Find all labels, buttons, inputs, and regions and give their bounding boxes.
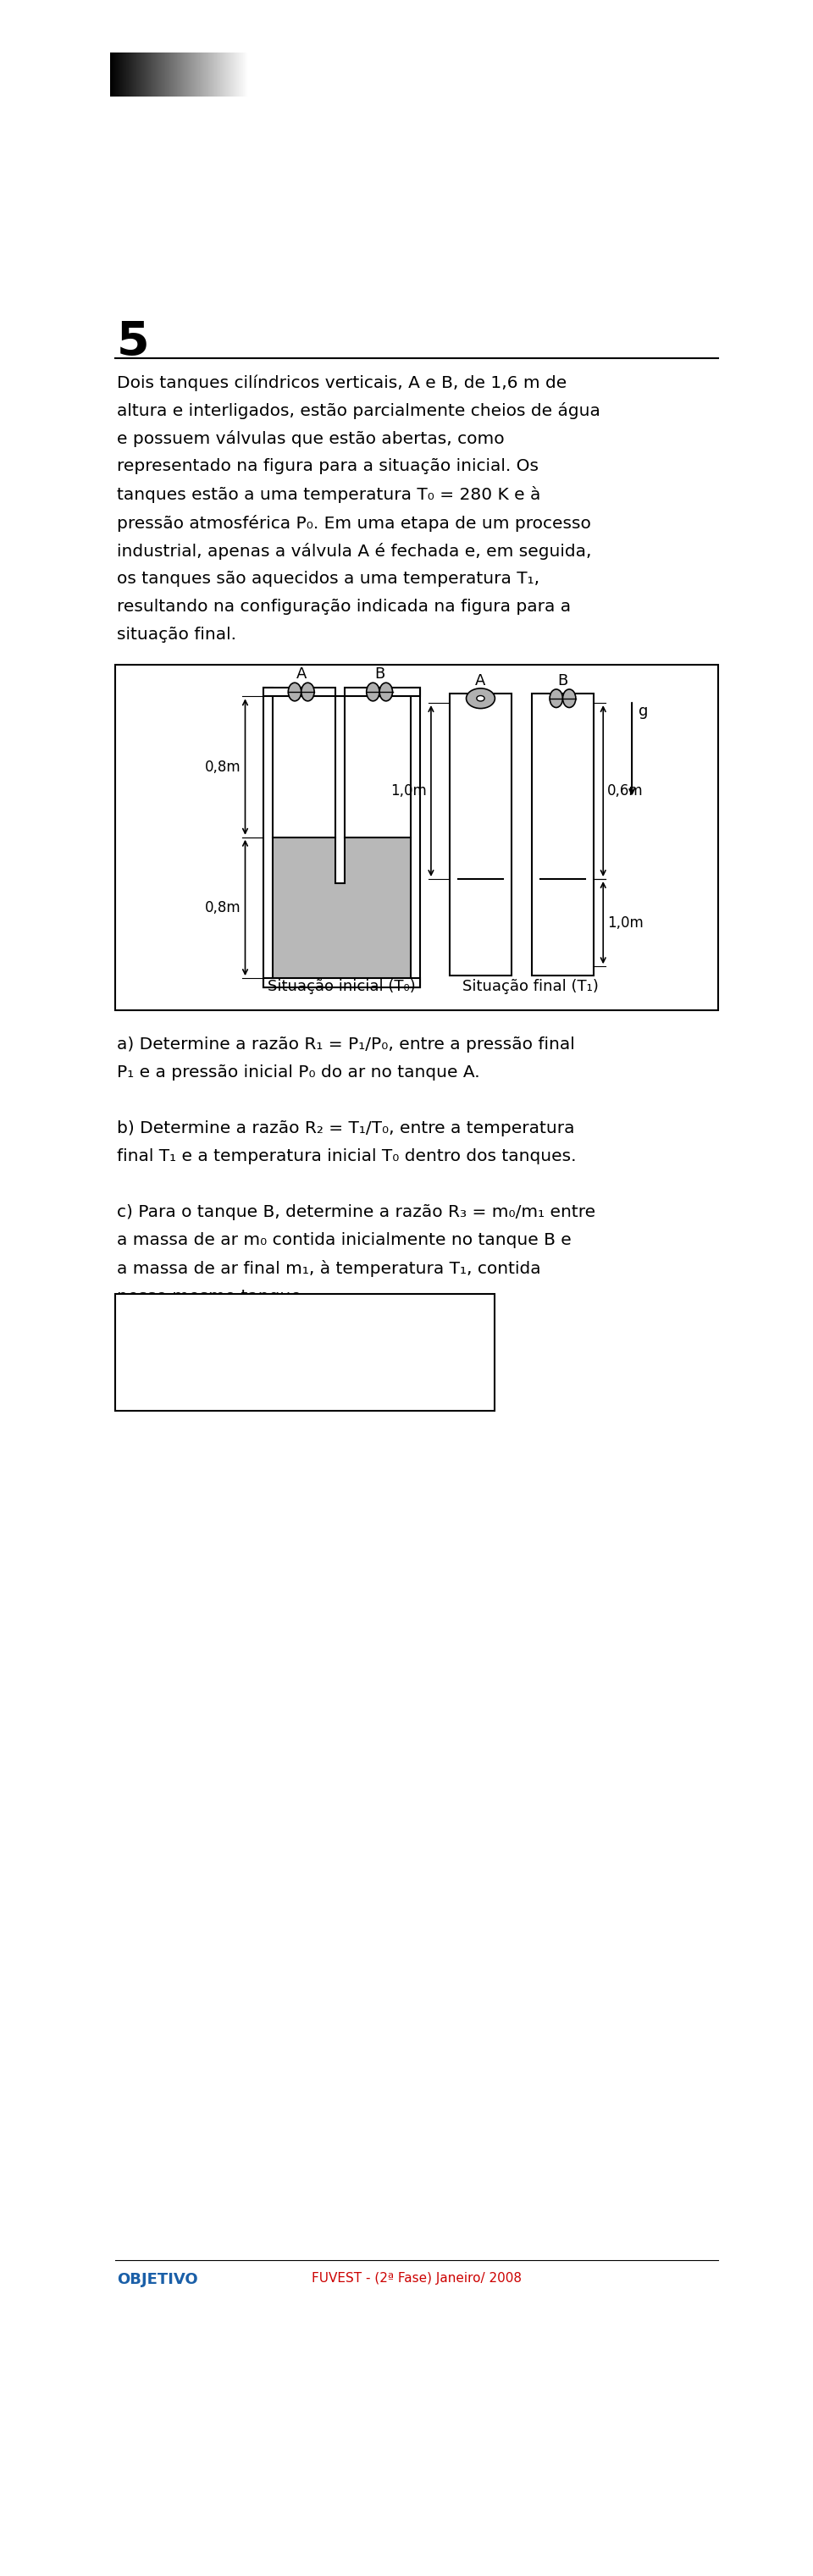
Text: final T₁ e a temperatura inicial T₀ dentro dos tanques.: final T₁ e a temperatura inicial T₀ dent… (117, 1149, 576, 1164)
Bar (272, 837, 335, 979)
Text: Situação final (T₁): Situação final (T₁) (462, 979, 598, 994)
Bar (450, 693, 512, 976)
Text: FUVEST - (2ª Fase) Janeiro/ 2008: FUVEST - (2ª Fase) Janeiro/ 2008 (311, 2272, 522, 2285)
Text: 2: 2 (308, 1376, 315, 1386)
Text: 5: 5 (268, 1376, 276, 1386)
Text: Dois tanques cilíndricos verticais, A e B, de 1,6 m de: Dois tanques cilíndricos verticais, A e … (117, 374, 567, 392)
Ellipse shape (367, 683, 380, 701)
Ellipse shape (466, 688, 495, 708)
Bar (115, 665, 718, 1010)
Text: pV = n R T: pV = n R T (124, 1329, 215, 1345)
Text: a massa de ar m₀ contida inicialmente no tanque B e: a massa de ar m₀ contida inicialmente no… (117, 1231, 572, 1249)
Ellipse shape (302, 683, 315, 701)
Text: Situação inicial (T₀): Situação inicial (T₀) (267, 979, 415, 994)
Text: ΔP = ρ . g ΔH: ΔP = ρ . g ΔH (124, 1355, 238, 1373)
Bar (335, 696, 344, 884)
Ellipse shape (476, 696, 485, 701)
Text: a massa de ar final m₁, à temperatura T₁, contida: a massa de ar final m₁, à temperatura T₁… (117, 1260, 541, 1278)
Bar (272, 884, 411, 979)
Bar (411, 688, 420, 987)
Ellipse shape (550, 690, 563, 708)
Text: atmosférica: atmosférica (133, 1383, 199, 1394)
Bar (263, 688, 335, 696)
Text: P₁ e a pressão inicial P₀ do ar no tanque A.: P₁ e a pressão inicial P₀ do ar no tanqu… (117, 1064, 480, 1079)
Text: N/m: N/m (276, 1381, 316, 1396)
Text: 1,0m: 1,0m (607, 914, 643, 930)
Text: ≡ 1,0 . 10: ≡ 1,0 . 10 (195, 1381, 285, 1396)
Text: resultando na configuração indicada na figura para a: resultando na configuração indicada na f… (117, 598, 571, 616)
Text: NOTE E ADOTE:: NOTE E ADOTE: (124, 1301, 271, 1316)
Text: 5: 5 (117, 319, 150, 366)
Bar (459, 860, 502, 966)
Text: g: g (638, 703, 648, 719)
Text: altura e interligados, estão parcialmente cheios de água: altura e interligados, estão parcialment… (117, 402, 600, 420)
Bar (263, 688, 272, 987)
Text: representado na figura para a situação inicial. Os: representado na figura para a situação i… (117, 459, 538, 474)
Text: industrial, apenas a válvula A é fechada e, em seguida,: industrial, apenas a válvula A é fechada… (117, 544, 591, 559)
Text: A: A (476, 672, 486, 688)
Text: 0,6m: 0,6m (607, 783, 643, 799)
Ellipse shape (288, 683, 302, 701)
Text: os tanques são aquecidos a uma temperatura T₁,: os tanques são aquecidos a uma temperatu… (117, 572, 539, 587)
Text: B: B (558, 672, 568, 688)
Text: a) Determine a razão R₁ = P₁/P₀, entre a pressão final: a) Determine a razão R₁ = P₁/P₀, entre a… (117, 1036, 575, 1051)
Bar (263, 979, 420, 987)
Text: B: B (374, 667, 385, 683)
Bar (532, 693, 594, 976)
Ellipse shape (563, 690, 576, 708)
Text: e possuem válvulas que estão abertas, como: e possuem válvulas que estão abertas, co… (117, 430, 504, 448)
Text: 0,8m: 0,8m (205, 760, 241, 775)
Ellipse shape (380, 683, 393, 701)
Text: nesse mesmo tanque.: nesse mesmo tanque. (117, 1288, 307, 1303)
Text: P: P (124, 1381, 133, 1396)
Text: OBJETIVO: OBJETIVO (117, 2272, 198, 2287)
Bar (344, 688, 420, 696)
Bar (115, 1293, 495, 1412)
Text: b) Determine a razão R₂ = T₁/T₀, entre a temperatura: b) Determine a razão R₂ = T₁/T₀, entre a… (117, 1121, 575, 1136)
Text: situação final.: situação final. (117, 626, 236, 644)
Text: 0,8m: 0,8m (205, 899, 241, 914)
Text: A: A (296, 667, 307, 683)
Text: pressão atmosférica P₀. Em uma etapa de um processo: pressão atmosférica P₀. Em uma etapa de … (117, 515, 591, 531)
Bar (541, 860, 585, 966)
Bar (344, 837, 411, 979)
Text: c) Para o tanque B, determine a razão R₃ = m₀/m₁ entre: c) Para o tanque B, determine a razão R₃… (117, 1206, 595, 1221)
Text: 1,0m: 1,0m (391, 783, 427, 799)
Text: tanques estão a uma temperatura T₀ = 280 K e à: tanques estão a uma temperatura T₀ = 280… (117, 487, 541, 502)
